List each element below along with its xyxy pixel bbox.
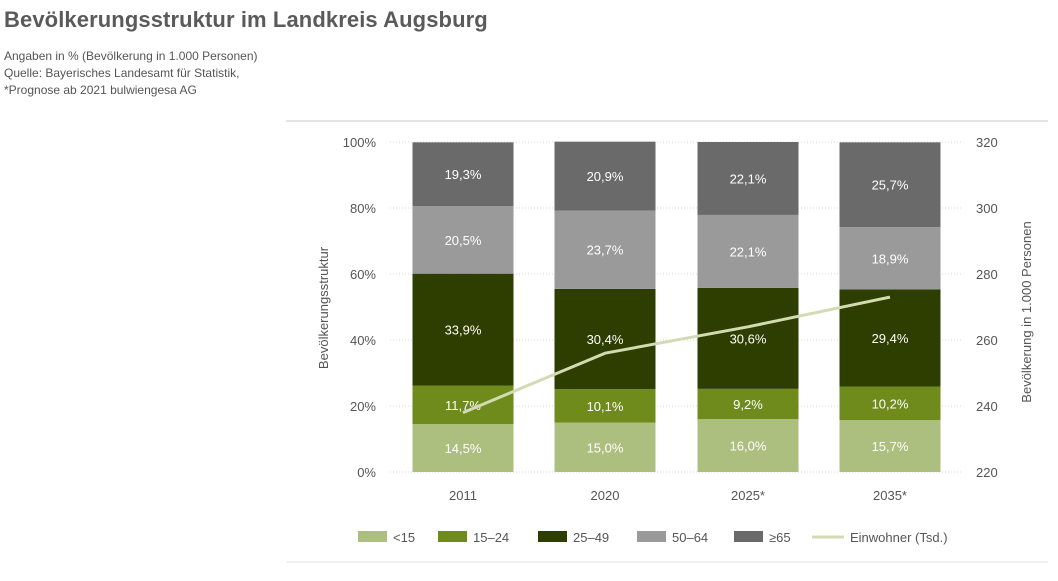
population-line bbox=[462, 295, 891, 414]
bar-value-label: 19,3% bbox=[445, 167, 482, 182]
bar-value-label: 25,7% bbox=[872, 178, 909, 193]
legend-label: ≥65 bbox=[769, 530, 791, 545]
y-tick-label-right: 320 bbox=[976, 135, 998, 150]
legend-label: Einwohner (Tsd.) bbox=[850, 530, 948, 545]
legend-swatch bbox=[358, 531, 387, 542]
y-tick-label-left: 20% bbox=[350, 399, 376, 414]
bar-segment bbox=[839, 420, 941, 472]
bar-value-label: 20,5% bbox=[445, 233, 482, 248]
bar-segment bbox=[554, 422, 656, 472]
bar-segment bbox=[554, 288, 656, 390]
x-tick-label: 2011 bbox=[449, 488, 477, 503]
bar-value-label: 23,7% bbox=[587, 243, 624, 258]
axes: 0% 20% 40% 60% 80% 100% 220 240 260 280 300 320 2011… bbox=[343, 135, 998, 503]
y-axis-title-left: Bevölkerungsstruktur bbox=[316, 246, 331, 369]
bar-value-label: 29,4% bbox=[872, 331, 909, 346]
note-units: Angaben in % (Bevölkerung in 1.000 Perso… bbox=[4, 49, 258, 63]
legend-label: 15–24 bbox=[473, 530, 509, 545]
bar-segment bbox=[697, 142, 799, 215]
bar-segment bbox=[412, 273, 514, 386]
bar-value-label: 30,4% bbox=[587, 332, 624, 347]
bar-value-label: 30,6% bbox=[730, 331, 767, 346]
bar-value-label: 15,0% bbox=[587, 440, 624, 455]
bar-segment bbox=[412, 142, 514, 207]
y-tick-label-left: 60% bbox=[350, 267, 376, 282]
x-tick-label: 2035* bbox=[873, 488, 907, 503]
legend-swatch bbox=[734, 531, 763, 542]
bar-value-label: 9,2% bbox=[733, 397, 763, 412]
y-tick-label-left: 0% bbox=[357, 465, 376, 480]
bar-segment bbox=[697, 419, 799, 472]
bar-segment bbox=[839, 227, 941, 290]
page-title: Bevölkerungsstruktur im Landkreis Augsbu… bbox=[4, 7, 488, 32]
bar-segment bbox=[412, 424, 514, 472]
x-tick-label: 2020 bbox=[591, 488, 620, 503]
population-line-path bbox=[462, 295, 891, 414]
bar-value-label: 10,2% bbox=[872, 396, 909, 411]
y-tick-label-right: 280 bbox=[976, 267, 998, 282]
bar-value-label: 11,7% bbox=[445, 398, 481, 413]
bar-value-label: 16,0% bbox=[730, 439, 767, 454]
bar-segment bbox=[839, 289, 941, 387]
bar-value-label: 22,1% bbox=[730, 171, 767, 186]
legend-label: 50–64 bbox=[672, 530, 708, 545]
bar-value-label: 10,1% bbox=[587, 399, 624, 414]
legend-label: <15 bbox=[393, 530, 415, 545]
bar-segment bbox=[412, 385, 514, 425]
bar-value-label: 15,7% bbox=[872, 439, 909, 454]
bar-value-label: 20,9% bbox=[587, 169, 624, 184]
y-tick-label-left: 40% bbox=[350, 333, 376, 348]
bars: 14,5% 11,7% 33,9% 20,5% 19,3% 15,0% 10,1% 30,4%… bbox=[412, 141, 941, 472]
chart-notes: Angaben in % (Bevölkerung in 1.000 Perso… bbox=[4, 48, 258, 99]
bar-segment bbox=[412, 206, 514, 274]
legend-label: 25–49 bbox=[573, 530, 609, 545]
y-tick-label-right: 220 bbox=[976, 465, 998, 480]
bar-segment bbox=[839, 142, 941, 228]
legend: <15 15–24 25–49 50–64 ≥65 Einwohner (Tsd.) bbox=[358, 530, 948, 545]
legend-swatch bbox=[637, 531, 666, 542]
legend-swatch bbox=[538, 531, 567, 542]
bar-segment bbox=[839, 386, 941, 421]
bar-value-label: 22,1% bbox=[730, 244, 767, 259]
bar-segment bbox=[554, 389, 656, 423]
bar-value-label: 14,5% bbox=[445, 441, 482, 456]
bar-value-label: 33,9% bbox=[445, 323, 482, 338]
y-tick-label-right: 300 bbox=[976, 201, 998, 216]
bar-segment bbox=[697, 214, 799, 288]
note-source: Quelle: Bayerisches Landesamt für Statis… bbox=[4, 66, 240, 80]
bar-value-label: 18,9% bbox=[872, 251, 909, 266]
y-tick-label-right: 260 bbox=[976, 333, 998, 348]
note-forecast: *Prognose ab 2021 bulwiengesa AG bbox=[4, 83, 197, 97]
y-axis-title-right: Bevölkerung in 1.000 Personen bbox=[1019, 221, 1034, 402]
bar-segment bbox=[697, 287, 799, 389]
bar-segment bbox=[697, 388, 799, 420]
x-tick-label: 2025* bbox=[731, 488, 765, 503]
y-tick-label-right: 240 bbox=[976, 399, 998, 414]
y-tick-label-left: 100% bbox=[343, 135, 377, 150]
legend-swatch bbox=[438, 531, 467, 542]
bar-segment bbox=[554, 210, 656, 289]
bar-segment bbox=[554, 141, 656, 211]
y-tick-label-left: 80% bbox=[350, 201, 376, 216]
